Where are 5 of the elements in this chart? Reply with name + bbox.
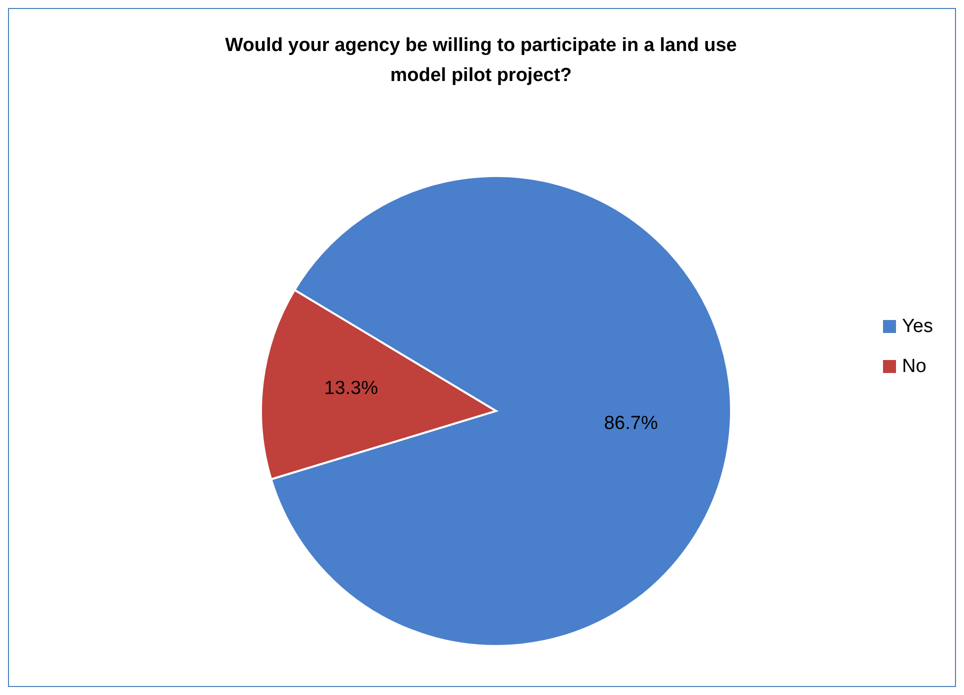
data-label: 13.3%	[324, 378, 378, 400]
data-label: 86.7%	[604, 412, 658, 434]
legend-label: Yes	[902, 316, 933, 338]
chart-title: Would your agency be willing to participate in a land use model pilot project?	[225, 35, 737, 86]
legend-label: No	[902, 356, 926, 378]
